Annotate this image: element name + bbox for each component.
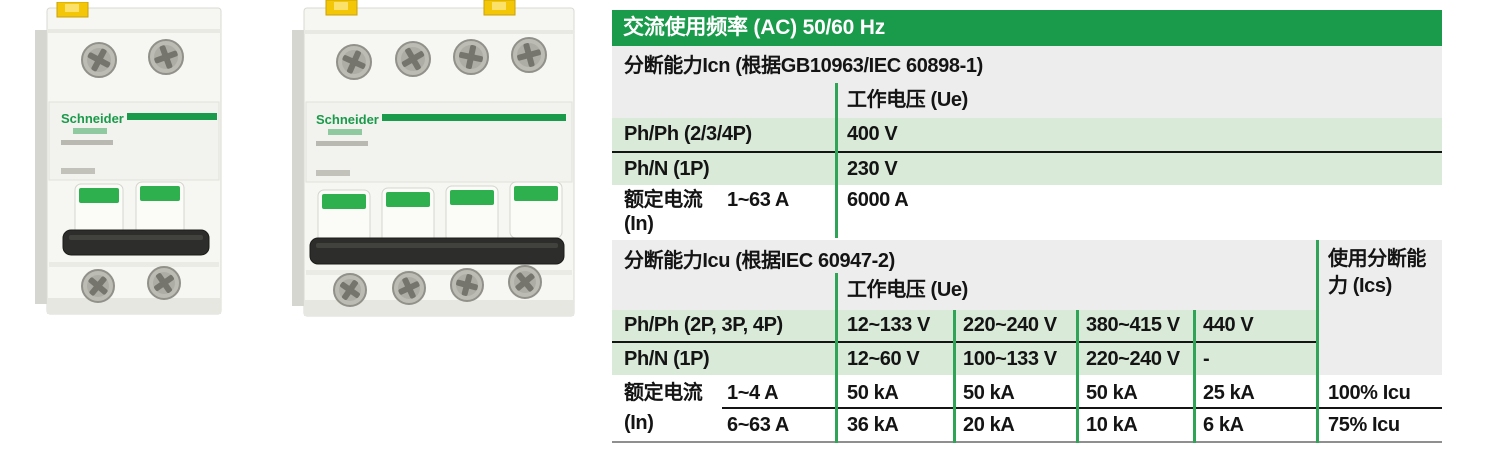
terminal-screw-icon xyxy=(392,271,426,305)
terminal-screw-icon xyxy=(453,39,489,75)
icu-column-divider xyxy=(1076,310,1079,443)
icu-r2-ics: 75% Icu xyxy=(1328,414,1400,436)
icn-current-label: 额定电流 xyxy=(624,189,703,211)
lower-strip xyxy=(49,262,219,267)
svg-text:Schneider: Schneider xyxy=(61,111,124,126)
icn-row-phn-value: 230 V xyxy=(847,158,898,180)
icu-table-title: 分断能力Icu (根据IEC 60947-2) xyxy=(624,250,895,272)
product-photo-4pole-breaker: Schneider xyxy=(292,0,575,317)
toggle-green-stripe xyxy=(140,186,180,201)
icn-current-value: 6000 A xyxy=(847,189,909,211)
icu-phn-v3: 220~240 V xyxy=(1086,348,1180,370)
toggle-green-stripe xyxy=(514,186,558,201)
toggle-handle xyxy=(381,187,435,245)
ics-column-divider xyxy=(1316,240,1319,443)
icu-r2-v4: 6 kA xyxy=(1203,414,1244,436)
section-header-bar: 交流使用频率 (AC) 50/60 Hz xyxy=(612,10,1442,46)
schneider-logo: Schneider xyxy=(316,112,566,135)
icu-phn-v4: - xyxy=(1203,348,1210,370)
icn-current-label-2: (In) xyxy=(624,213,654,235)
terminal-screw-icon xyxy=(508,265,542,299)
icn-voltage-header: 工作电压 (Ue) xyxy=(847,89,968,111)
icn-row-phn-label: Ph/N (1P) xyxy=(624,158,710,180)
product-photo-2pole-breaker: Schneider xyxy=(35,2,222,315)
icu-r1-v1: 50 kA xyxy=(847,382,899,404)
icu-column-divider xyxy=(835,273,838,443)
row-divider xyxy=(612,341,1316,343)
icu-r2-v1: 36 kA xyxy=(847,414,899,436)
din-clip-icon xyxy=(56,2,89,18)
icn-table-title: 分断能力Icn (根据GB10963/IEC 60898-1) xyxy=(624,55,983,77)
section-header-title: 交流使用频率 (AC) 50/60 Hz xyxy=(623,16,886,39)
toggle-handle xyxy=(317,189,371,247)
icu-current-label: 额定电流 xyxy=(624,382,703,404)
ics-header-label: 使用分断能力 (Ics) xyxy=(1328,248,1426,297)
schneider-logo: Schneider xyxy=(61,111,217,134)
icn-row-phph xyxy=(612,118,1442,151)
icu-voltage-header: 工作电压 (Ue) xyxy=(847,279,968,301)
model-text-blur xyxy=(316,141,368,146)
icu-phph-v4: 440 V xyxy=(1203,314,1254,336)
icu-column-divider xyxy=(953,310,956,443)
subrow-divider xyxy=(722,407,1442,409)
toggle-green-stripe xyxy=(322,194,366,209)
icu-row-phn xyxy=(612,343,1316,375)
icu-phn-v1: 12~60 V xyxy=(847,348,920,370)
row-divider xyxy=(612,151,1442,153)
icn-header-band xyxy=(612,46,1442,118)
icu-r1-range: 1~4 A xyxy=(727,382,779,404)
icu-row-phn-label: Ph/N (1P) xyxy=(624,348,710,370)
model-text-blur xyxy=(61,140,113,145)
icu-column-divider xyxy=(1193,310,1196,443)
toggle-bar xyxy=(309,237,565,265)
icu-r1-v2: 50 kA xyxy=(963,382,1015,404)
ics-header-cell xyxy=(1319,310,1442,375)
icu-r2-v3: 10 kA xyxy=(1086,414,1138,436)
terminal-screw-icon xyxy=(148,39,184,75)
icu-current-label-2: (In) xyxy=(624,412,654,434)
toggle-green-stripe xyxy=(386,192,430,207)
icu-phph-v3: 380~415 V xyxy=(1086,314,1180,336)
icu-r2-range: 6~63 A xyxy=(727,414,789,436)
icu-r1-v4: 25 kA xyxy=(1203,382,1255,404)
icn-row-phph-value: 400 V xyxy=(847,123,898,145)
terminal-screw-icon xyxy=(450,268,484,302)
terminal-screw-icon xyxy=(81,42,117,78)
icu-header-band xyxy=(612,240,1442,310)
icu-phph-v2: 220~240 V xyxy=(963,314,1057,336)
terminal-screw-icon xyxy=(511,37,547,73)
icu-r2-v2: 20 kA xyxy=(963,414,1015,436)
lower-strip xyxy=(306,270,572,275)
terminal-screw-icon xyxy=(333,273,367,307)
icn-column-divider xyxy=(835,83,838,238)
toggle-green-stripe xyxy=(450,190,494,205)
icu-r1-ics: 100% Icu xyxy=(1328,382,1411,404)
terminal-screw-icon xyxy=(81,269,115,303)
icu-row-phph-label: Ph/Ph (2P, 3P, 4P) xyxy=(624,314,783,336)
toggle-bar xyxy=(62,229,210,256)
din-clip-icon xyxy=(325,0,358,16)
din-clip-icon xyxy=(483,0,516,16)
toggle-handle xyxy=(135,181,185,237)
icn-row-phph-label: Ph/Ph (2/3/4P) xyxy=(624,123,752,145)
toggle-handle xyxy=(445,185,499,243)
toggle-handle xyxy=(509,181,563,239)
svg-text:Schneider: Schneider xyxy=(316,112,379,127)
terminal-screw-icon xyxy=(336,44,372,80)
table-bottom-rule xyxy=(612,441,1442,443)
icn-row-phn xyxy=(612,153,1442,185)
toggle-green-stripe xyxy=(79,188,119,203)
icu-phph-v1: 12~133 V xyxy=(847,314,930,336)
icn-current-range: 1~63 A xyxy=(727,189,789,211)
terminal-screw-icon xyxy=(147,266,181,300)
model-text-blur xyxy=(61,168,95,174)
terminal-screw-icon xyxy=(395,41,431,77)
icu-r1-v3: 50 kA xyxy=(1086,382,1138,404)
icu-row-phph xyxy=(612,310,1316,341)
icu-phn-v2: 100~133 V xyxy=(963,348,1057,370)
model-text-blur xyxy=(316,170,350,176)
